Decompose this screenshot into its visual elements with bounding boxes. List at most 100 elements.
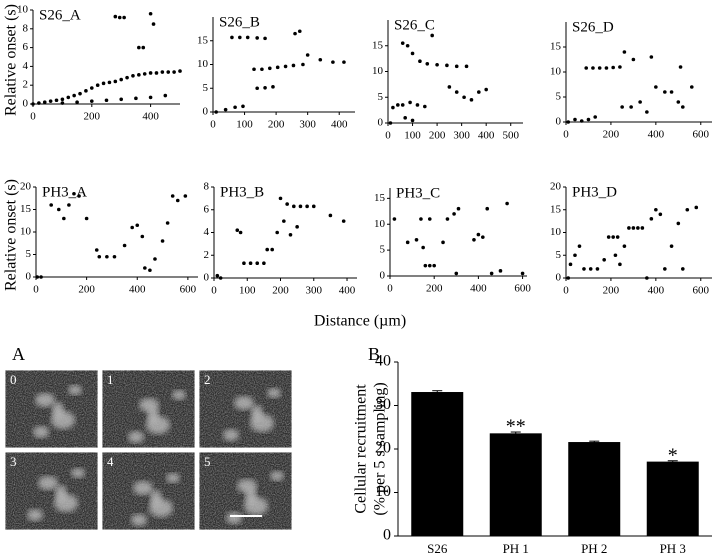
point	[141, 45, 146, 50]
y-tick-label: 10	[372, 65, 384, 77]
point	[268, 66, 272, 71]
frame-label: 3	[10, 454, 17, 469]
significance: **	[506, 416, 526, 438]
point	[452, 212, 456, 216]
point	[90, 99, 94, 103]
point	[669, 90, 674, 94]
point	[148, 95, 153, 100]
point	[105, 254, 109, 259]
point	[292, 204, 296, 209]
point	[681, 105, 685, 109]
point	[263, 36, 267, 41]
point	[97, 254, 102, 259]
point	[271, 85, 275, 89]
y-tick-label: 2	[204, 249, 210, 261]
point	[255, 261, 260, 266]
point	[282, 219, 286, 223]
point	[262, 261, 266, 266]
point	[101, 81, 106, 86]
point	[278, 196, 283, 201]
cell-blob	[55, 485, 67, 501]
point	[464, 64, 469, 69]
point	[676, 100, 681, 104]
point	[663, 267, 667, 271]
cell-blob	[52, 402, 64, 418]
y-tick-label: 20	[20, 181, 32, 193]
cell-blob	[172, 390, 186, 400]
point	[125, 75, 129, 80]
point	[137, 73, 141, 77]
y-tick-label: 5	[556, 249, 562, 261]
x-tick-label: 0	[210, 119, 216, 131]
point	[566, 276, 571, 280]
point	[456, 206, 461, 211]
y-tick-label: 10	[20, 226, 32, 238]
point	[223, 107, 228, 112]
point	[117, 15, 122, 20]
bar	[489, 433, 542, 536]
point	[669, 244, 674, 248]
frame-label: 2	[204, 372, 211, 387]
y-tick-label: 5	[203, 82, 209, 94]
point	[649, 55, 654, 59]
point	[615, 235, 620, 239]
point	[454, 90, 459, 94]
cell-blob	[251, 405, 263, 421]
cell-blob	[35, 393, 55, 407]
chart-title: S26_C	[394, 17, 435, 33]
point	[72, 191, 76, 196]
point	[400, 41, 405, 45]
panel-label: B	[368, 344, 380, 364]
point	[291, 63, 296, 68]
point	[66, 95, 71, 100]
cell-blob	[33, 426, 49, 438]
point	[423, 104, 427, 109]
point	[90, 86, 94, 90]
point	[427, 217, 432, 221]
point	[112, 254, 117, 259]
cell-blob	[38, 476, 58, 490]
chart-title: PH3_D	[572, 184, 617, 200]
point	[595, 267, 600, 271]
point	[238, 35, 242, 40]
point	[472, 237, 476, 242]
point	[391, 105, 395, 110]
x-tick-label: 600	[693, 129, 710, 141]
point	[505, 201, 509, 206]
x-axis-label: Distance (µm)	[314, 313, 406, 330]
point	[419, 217, 423, 221]
y-tick-label: 4	[23, 60, 29, 72]
point	[48, 99, 53, 103]
x-tick-label: 200	[84, 111, 101, 123]
point	[77, 194, 81, 198]
point	[113, 79, 118, 84]
point	[627, 226, 631, 230]
point	[140, 234, 145, 239]
x-tick-label: 100	[236, 119, 253, 131]
point	[606, 235, 611, 239]
frame-label: 4	[107, 454, 114, 469]
point	[577, 244, 582, 248]
point	[477, 90, 481, 94]
point	[584, 66, 589, 70]
y-tick-label: 8	[204, 181, 210, 193]
point	[636, 226, 640, 230]
point	[649, 217, 654, 221]
panel-label: A	[12, 344, 25, 364]
x-tick-label: 600	[693, 285, 710, 297]
y-tick-label: 15	[374, 192, 386, 204]
x-tick-label: 400	[478, 130, 495, 142]
point	[122, 15, 126, 20]
y-tick-label: 0	[23, 98, 29, 110]
y-tick-label: 15	[372, 39, 384, 51]
point	[613, 253, 618, 258]
point	[148, 71, 153, 75]
point	[427, 263, 432, 268]
bar	[646, 461, 699, 536]
point	[42, 100, 47, 104]
point	[245, 35, 250, 40]
y-tick-label: 10	[197, 58, 209, 70]
point	[122, 243, 127, 248]
point	[143, 266, 147, 270]
point	[645, 276, 649, 280]
